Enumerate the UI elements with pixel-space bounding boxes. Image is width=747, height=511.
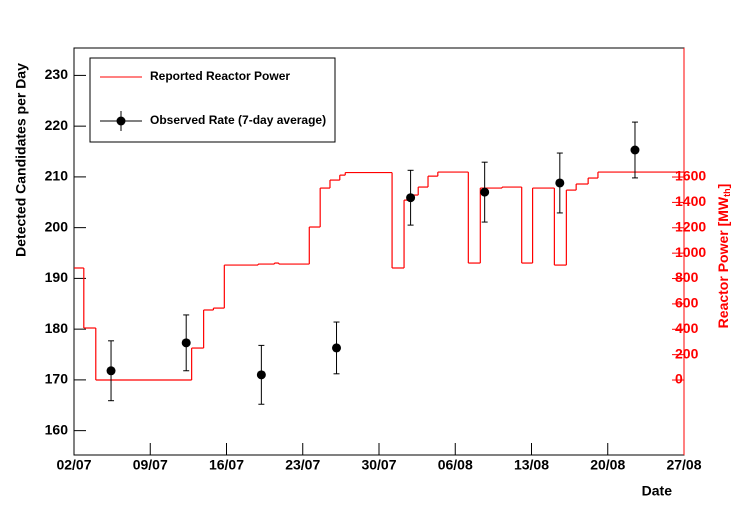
legend: Reported Reactor Power Observed Rate (7-d… — [89, 57, 336, 143]
x-tick-label: 06/08 — [438, 457, 473, 473]
x-axis-label: Date — [642, 483, 673, 499]
y2-tick-label: 0 — [675, 371, 683, 387]
y2-tick-label: 1000 — [675, 244, 706, 260]
y-tick-label: 220 — [45, 117, 69, 133]
data-point — [256, 370, 266, 380]
y2-tick-label: 1200 — [675, 218, 706, 234]
data-point — [106, 366, 116, 376]
x-tick-label: 20/08 — [590, 457, 625, 473]
x-tick-label: 27/08 — [666, 457, 701, 473]
y2-axis-label: Reactor Power [MWth] — [715, 184, 733, 329]
y2-label-sub: th — [722, 188, 732, 197]
x-tick-label: 30/07 — [361, 457, 396, 473]
y2-tick-label: 800 — [675, 269, 699, 285]
x-tick-label: 16/07 — [209, 457, 244, 473]
legend-label: Observed Rate (7-day average) — [150, 113, 326, 127]
y-tick-label: 190 — [45, 269, 69, 285]
y2-label-end: ] — [715, 184, 731, 189]
y-tick-label: 230 — [45, 66, 69, 82]
y-tick-label: 170 — [45, 371, 69, 387]
y2-tick-label: 200 — [675, 345, 699, 361]
y2-tick-label: 600 — [675, 295, 699, 311]
x-tick-label: 23/07 — [285, 457, 320, 473]
data-point — [480, 187, 490, 197]
data-point — [181, 338, 191, 348]
y-axis-label: Detected Candidates per Day — [13, 63, 29, 257]
x-tick-label: 02/07 — [56, 457, 91, 473]
data-point — [630, 145, 640, 155]
y2-tick-label: 400 — [675, 320, 699, 336]
y-tick-label: 160 — [45, 421, 69, 437]
legend-label: Reported Reactor Power — [150, 69, 290, 83]
x-tick-label: 13/08 — [514, 457, 549, 473]
data-point — [406, 193, 416, 203]
y2-label-main: Reactor Power [MW — [715, 196, 731, 328]
y-tick-label: 210 — [45, 168, 69, 184]
legend-box — [89, 57, 336, 143]
legend-marker — [116, 116, 126, 126]
data-point — [555, 178, 565, 188]
x-tick-label: 09/07 — [133, 457, 168, 473]
y2-tick-label: 1400 — [675, 193, 706, 209]
y-tick-label: 200 — [45, 218, 69, 234]
y2-tick-label: 1600 — [675, 168, 706, 184]
data-point — [332, 343, 342, 353]
y-tick-label: 180 — [45, 320, 69, 336]
